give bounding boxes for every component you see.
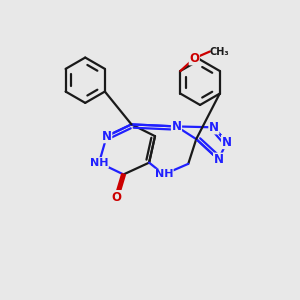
Text: N: N: [209, 121, 219, 134]
Text: N: N: [102, 130, 112, 143]
Text: N: N: [172, 120, 182, 133]
Text: CH₃: CH₃: [210, 46, 230, 56]
Text: O: O: [112, 190, 122, 204]
Text: O: O: [189, 52, 199, 65]
Text: N: N: [222, 136, 232, 148]
Text: N: N: [214, 153, 224, 166]
Text: NH: NH: [154, 169, 173, 179]
Text: NH: NH: [90, 158, 108, 168]
